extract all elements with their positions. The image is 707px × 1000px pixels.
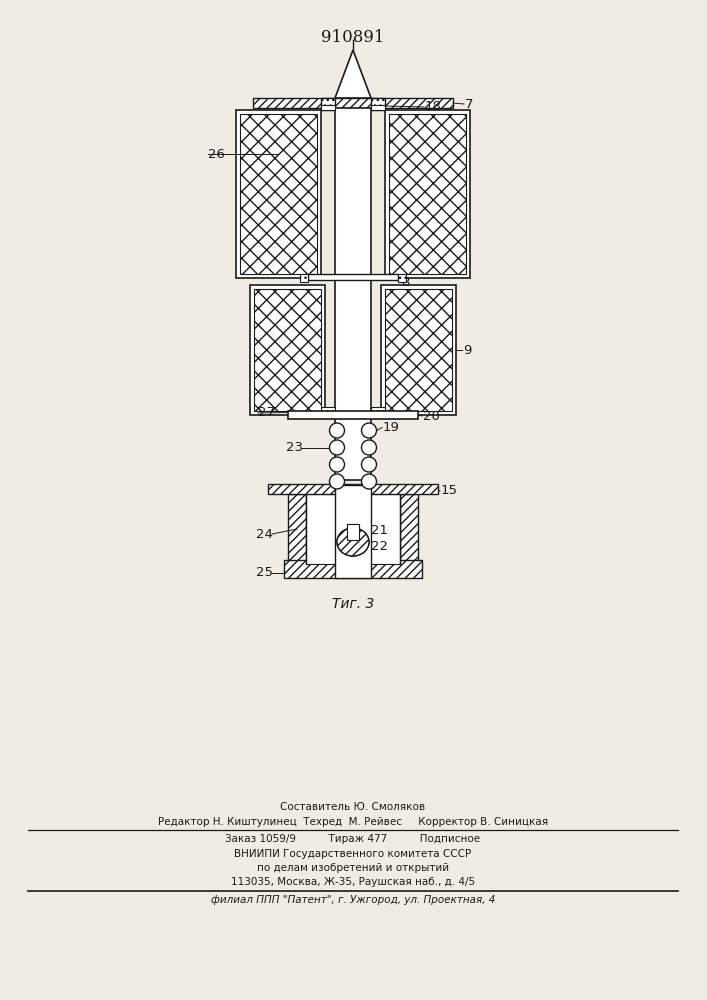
Text: 24: 24 bbox=[256, 528, 273, 540]
Circle shape bbox=[329, 457, 344, 472]
Text: 7: 7 bbox=[465, 98, 474, 110]
Bar bbox=[347, 524, 359, 540]
Bar bbox=[268, 484, 438, 494]
Text: 23: 23 bbox=[286, 441, 303, 454]
Bar bbox=[398, 274, 406, 282]
Bar bbox=[288, 494, 306, 564]
Bar bbox=[236, 110, 321, 278]
Text: Редактор Н. Киштулинец  Техред  М. Рейвес     Корректор В. Синицкая: Редактор Н. Киштулинец Техред М. Рейвес … bbox=[158, 817, 548, 827]
Text: 15: 15 bbox=[441, 485, 458, 497]
Text: 18: 18 bbox=[425, 101, 442, 113]
Ellipse shape bbox=[337, 528, 369, 556]
Bar bbox=[253, 98, 453, 108]
Text: Τиг. 3: Τиг. 3 bbox=[332, 597, 374, 611]
Text: 22: 22 bbox=[371, 540, 388, 552]
Circle shape bbox=[361, 440, 377, 455]
Bar bbox=[389, 114, 466, 274]
Bar bbox=[381, 285, 456, 415]
Text: 25: 25 bbox=[256, 566, 273, 580]
Text: Составитель Ю. Смоляков: Составитель Ю. Смоляков bbox=[281, 802, 426, 812]
Bar bbox=[321, 98, 335, 110]
Bar bbox=[300, 274, 308, 282]
Ellipse shape bbox=[337, 528, 369, 556]
Bar bbox=[288, 411, 418, 419]
Circle shape bbox=[329, 423, 344, 438]
Text: 21: 21 bbox=[371, 524, 388, 536]
Bar bbox=[371, 407, 385, 417]
Bar bbox=[335, 485, 371, 578]
Bar bbox=[254, 289, 321, 411]
Bar bbox=[321, 407, 335, 417]
Polygon shape bbox=[335, 50, 371, 98]
Circle shape bbox=[361, 457, 377, 472]
Circle shape bbox=[329, 474, 344, 489]
Bar bbox=[250, 285, 325, 415]
Bar bbox=[308, 274, 398, 280]
Text: 8: 8 bbox=[401, 275, 409, 288]
Text: 19: 19 bbox=[383, 421, 400, 434]
Bar bbox=[240, 114, 317, 274]
Bar bbox=[400, 494, 418, 564]
Circle shape bbox=[361, 423, 377, 438]
Bar bbox=[347, 524, 359, 540]
Text: 9: 9 bbox=[463, 344, 472, 357]
Circle shape bbox=[329, 440, 344, 455]
Bar bbox=[371, 98, 385, 110]
Bar bbox=[321, 105, 335, 110]
Bar bbox=[335, 108, 371, 480]
Text: 910891: 910891 bbox=[321, 28, 385, 45]
Bar bbox=[385, 110, 470, 278]
Text: ВНИИПИ Государственного комитета СССР: ВНИИПИ Государственного комитета СССР bbox=[235, 849, 472, 859]
Bar bbox=[371, 105, 385, 110]
Bar bbox=[306, 494, 400, 564]
Text: 26: 26 bbox=[208, 147, 225, 160]
Bar bbox=[284, 560, 422, 578]
Text: 113035, Москва, Ж-35, Раушская наб., д. 4/5: 113035, Москва, Ж-35, Раушская наб., д. … bbox=[231, 877, 475, 887]
Bar bbox=[385, 289, 452, 411]
Text: Заказ 1059/9          Тираж 477          Подписное: Заказ 1059/9 Тираж 477 Подписное bbox=[226, 834, 481, 844]
Text: по делам изобретений и открытий: по делам изобретений и открытий bbox=[257, 863, 449, 873]
Circle shape bbox=[361, 474, 377, 489]
Text: 20: 20 bbox=[423, 410, 440, 422]
Text: 27: 27 bbox=[258, 406, 275, 420]
Text: филиал ППП "Патент", г. Ужгород, ул. Проектная, 4: филиал ППП "Патент", г. Ужгород, ул. Про… bbox=[211, 895, 495, 905]
